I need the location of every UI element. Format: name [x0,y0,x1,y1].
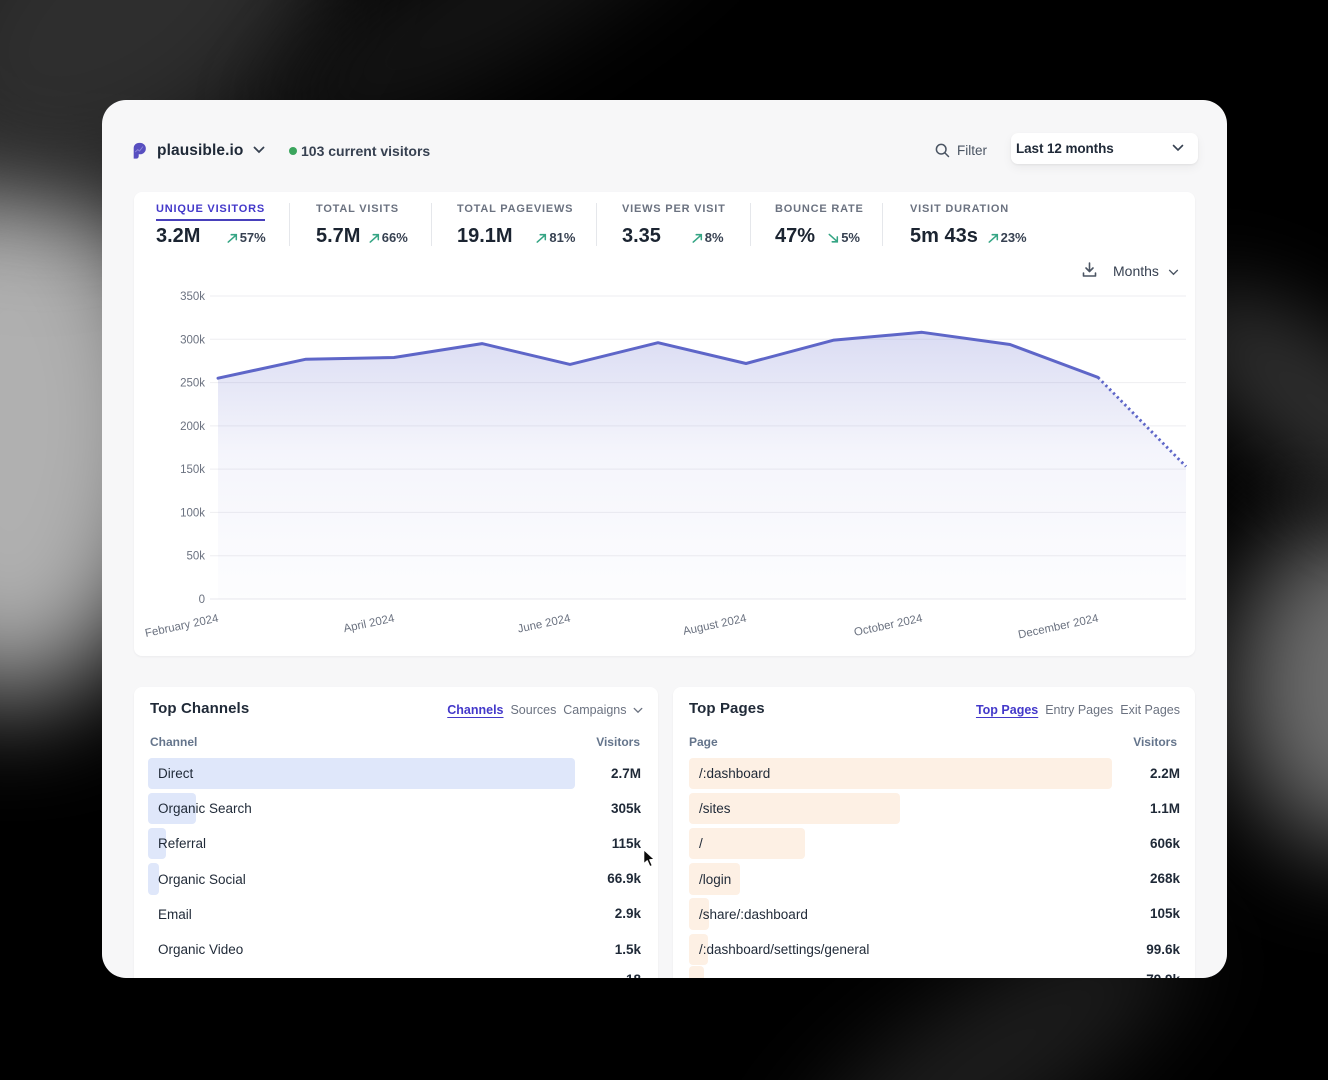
svg-text:0: 0 [199,594,205,606]
svg-text:50k: 50k [186,551,205,563]
svg-text:October 2024: October 2024 [853,613,924,639]
svg-text:300k: 300k [180,334,205,346]
svg-text:350k: 350k [180,291,205,303]
svg-text:150k: 150k [180,464,205,476]
svg-text:August 2024: August 2024 [682,613,748,638]
svg-text:200k: 200k [180,421,205,433]
svg-text:April 2024: April 2024 [342,613,396,636]
svg-text:100k: 100k [180,507,205,519]
svg-text:June 2024: June 2024 [517,613,573,636]
svg-text:February 2024: February 2024 [144,613,220,640]
svg-text:250k: 250k [180,378,205,390]
svg-text:December 2024: December 2024 [1017,613,1100,642]
